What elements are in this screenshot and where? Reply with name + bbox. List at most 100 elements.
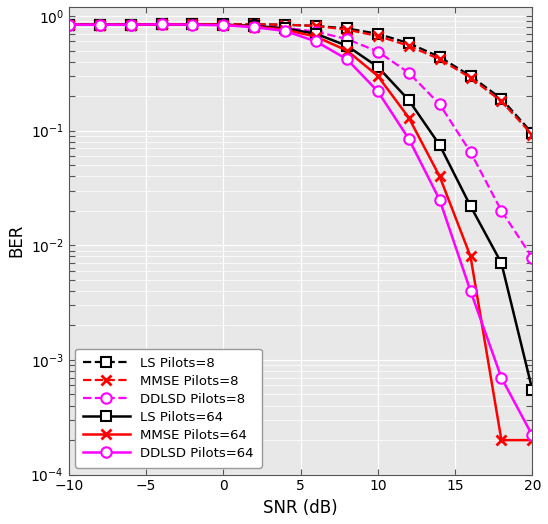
LS Pilots=64: [158, 21, 165, 28]
MMSE Pilots=64: [189, 21, 196, 28]
LS Pilots=64: [66, 21, 72, 28]
DDLSD Pilots=64: [127, 21, 134, 28]
MMSE Pilots=8: [127, 21, 134, 28]
Line: MMSE Pilots=64: MMSE Pilots=64: [64, 19, 538, 445]
MMSE Pilots=64: [282, 27, 288, 33]
DDLSD Pilots=64: [467, 288, 474, 294]
MMSE Pilots=8: [96, 21, 103, 28]
MMSE Pilots=64: [96, 21, 103, 28]
DDLSD Pilots=8: [467, 149, 474, 155]
LS Pilots=8: [436, 54, 443, 60]
MMSE Pilots=8: [467, 74, 474, 81]
MMSE Pilots=64: [313, 34, 319, 40]
LS Pilots=8: [313, 23, 319, 29]
MMSE Pilots=8: [66, 21, 72, 28]
Legend: LS Pilots=8, MMSE Pilots=8, DDLSD Pilots=8, LS Pilots=64, MMSE Pilots=64, DDLSD : LS Pilots=8, MMSE Pilots=8, DDLSD Pilots…: [76, 348, 261, 468]
LS Pilots=64: [282, 25, 288, 31]
MMSE Pilots=8: [436, 56, 443, 62]
LS Pilots=8: [96, 21, 103, 28]
MMSE Pilots=64: [251, 24, 258, 30]
LS Pilots=64: [96, 21, 103, 28]
MMSE Pilots=8: [282, 21, 288, 28]
LS Pilots=64: [406, 97, 412, 103]
LS Pilots=64: [189, 21, 196, 28]
MMSE Pilots=8: [220, 21, 227, 28]
LS Pilots=8: [344, 25, 350, 31]
LS Pilots=8: [127, 21, 134, 28]
MMSE Pilots=64: [436, 173, 443, 179]
LS Pilots=64: [313, 30, 319, 37]
Y-axis label: BER: BER: [7, 224, 25, 257]
DDLSD Pilots=8: [344, 36, 350, 42]
MMSE Pilots=8: [529, 132, 535, 138]
DDLSD Pilots=8: [406, 70, 412, 76]
LS Pilots=8: [498, 95, 505, 102]
LS Pilots=8: [66, 21, 72, 28]
MMSE Pilots=64: [220, 21, 227, 28]
DDLSD Pilots=64: [220, 22, 227, 28]
DDLSD Pilots=64: [251, 24, 258, 30]
Line: LS Pilots=64: LS Pilots=64: [64, 20, 537, 394]
DDLSD Pilots=8: [220, 21, 227, 28]
LS Pilots=8: [406, 40, 412, 46]
Line: DDLSD Pilots=8: DDLSD Pilots=8: [64, 19, 538, 263]
DDLSD Pilots=64: [529, 432, 535, 439]
DDLSD Pilots=64: [406, 136, 412, 142]
DDLSD Pilots=64: [344, 56, 350, 62]
LS Pilots=64: [498, 260, 505, 266]
LS Pilots=64: [251, 23, 258, 29]
MMSE Pilots=64: [406, 114, 412, 121]
DDLSD Pilots=64: [374, 88, 381, 94]
MMSE Pilots=64: [66, 21, 72, 28]
DDLSD Pilots=64: [189, 21, 196, 28]
MMSE Pilots=64: [344, 47, 350, 53]
LS Pilots=8: [529, 130, 535, 136]
DDLSD Pilots=8: [158, 21, 165, 28]
LS Pilots=8: [374, 30, 381, 37]
MMSE Pilots=8: [189, 21, 196, 28]
Line: MMSE Pilots=8: MMSE Pilots=8: [64, 19, 538, 140]
LS Pilots=8: [220, 21, 227, 28]
DDLSD Pilots=8: [66, 21, 72, 28]
LS Pilots=8: [467, 73, 474, 79]
MMSE Pilots=64: [529, 437, 535, 443]
LS Pilots=64: [467, 203, 474, 209]
DDLSD Pilots=8: [313, 28, 319, 35]
DDLSD Pilots=8: [96, 21, 103, 28]
MMSE Pilots=64: [127, 21, 134, 28]
MMSE Pilots=8: [313, 23, 319, 29]
DDLSD Pilots=64: [96, 21, 103, 28]
MMSE Pilots=64: [498, 437, 505, 443]
DDLSD Pilots=8: [189, 21, 196, 28]
DDLSD Pilots=64: [436, 196, 443, 203]
MMSE Pilots=8: [498, 99, 505, 105]
DDLSD Pilots=64: [66, 21, 72, 28]
LS Pilots=64: [344, 42, 350, 49]
MMSE Pilots=8: [344, 27, 350, 33]
DDLSD Pilots=8: [282, 25, 288, 31]
MMSE Pilots=8: [251, 21, 258, 28]
DDLSD Pilots=8: [436, 101, 443, 107]
LS Pilots=64: [529, 387, 535, 393]
LS Pilots=64: [436, 142, 443, 148]
DDLSD Pilots=8: [374, 48, 381, 54]
DDLSD Pilots=64: [282, 28, 288, 34]
LS Pilots=64: [220, 21, 227, 28]
LS Pilots=8: [189, 21, 196, 28]
X-axis label: SNR (dB): SNR (dB): [263, 499, 338, 517]
LS Pilots=64: [127, 21, 134, 28]
LS Pilots=8: [158, 21, 165, 28]
MMSE Pilots=8: [374, 33, 381, 39]
LS Pilots=8: [251, 21, 258, 28]
MMSE Pilots=8: [158, 21, 165, 28]
DDLSD Pilots=64: [313, 38, 319, 45]
DDLSD Pilots=8: [529, 255, 535, 261]
MMSE Pilots=64: [158, 21, 165, 28]
MMSE Pilots=64: [374, 73, 381, 79]
MMSE Pilots=8: [406, 42, 412, 49]
DDLSD Pilots=8: [127, 21, 134, 28]
DDLSD Pilots=64: [158, 21, 165, 28]
MMSE Pilots=64: [467, 253, 474, 259]
DDLSD Pilots=64: [498, 375, 505, 381]
DDLSD Pilots=8: [498, 208, 505, 214]
